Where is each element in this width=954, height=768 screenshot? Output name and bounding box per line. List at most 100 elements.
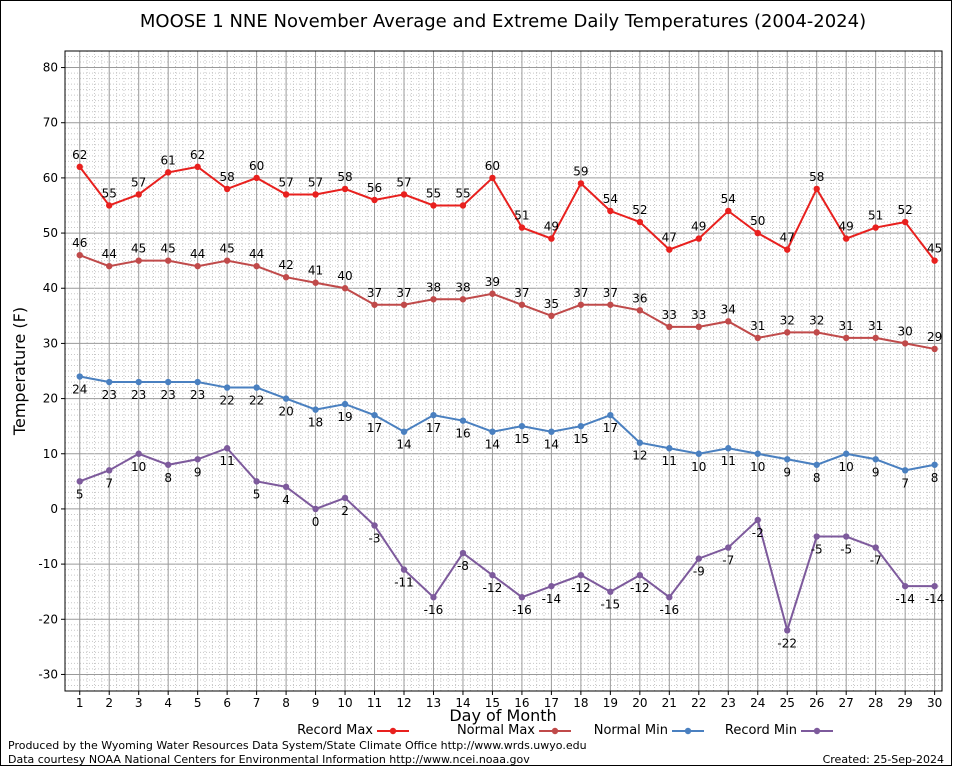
data-label: 4 (282, 493, 290, 507)
data-label: 47 (780, 231, 795, 245)
data-label: 57 (308, 175, 323, 189)
data-label: 62 (72, 148, 87, 162)
data-label: 40 (337, 269, 352, 283)
x-tick-label: 24 (750, 696, 765, 710)
y-tick-label: 10 (43, 447, 58, 461)
data-point (371, 522, 378, 529)
data-label: 58 (219, 170, 234, 184)
data-label: -14 (925, 592, 945, 606)
data-point (106, 202, 113, 209)
data-point (636, 307, 644, 314)
data-label: 31 (839, 319, 854, 333)
footer-produced: Produced by the Wyoming Water Resources … (8, 739, 587, 752)
x-tick-label: 2 (105, 696, 113, 710)
data-point (931, 461, 938, 468)
data-label: 55 (455, 186, 470, 200)
data-label: 55 (102, 186, 117, 200)
data-point (842, 533, 850, 540)
x-tick-label: 21 (662, 696, 677, 710)
data-label: -14 (542, 592, 562, 606)
data-point (666, 445, 673, 452)
data-point (813, 533, 820, 540)
data-label: 11 (721, 454, 736, 468)
data-point (784, 329, 791, 336)
data-label: 22 (219, 394, 234, 408)
data-label: -16 (660, 603, 680, 617)
data-point (872, 334, 879, 342)
data-label: 50 (750, 214, 765, 228)
data-point (872, 456, 879, 463)
data-point (430, 411, 437, 419)
series-record-min: 5 7 10 8 9 11 5 4 0 2 -3 -11 -16 -8 -12 -16 -14 -12 -15 -12… (76, 445, 945, 650)
series-line (79, 447, 935, 634)
data-point (164, 257, 172, 264)
x-tick-label: 9 (312, 696, 320, 710)
series-line (78, 165, 936, 262)
data-label: -7 (870, 554, 882, 568)
data-label: 44 (102, 247, 117, 261)
data-point (518, 224, 526, 231)
footer-courtesy: Data courtesy NOAA National Centers for … (8, 753, 530, 766)
data-label: 7 (901, 476, 909, 490)
y-tick-label: 70 (43, 116, 58, 130)
data-label: 0 (312, 515, 320, 529)
data-point (459, 549, 467, 557)
x-tick-label: 11 (367, 696, 382, 710)
data-point (106, 262, 113, 270)
y-axis-ticks: -30 -20 -10 0 10 20 30 40 50 60 70 80 (38, 61, 65, 681)
data-point (164, 169, 172, 176)
data-point (754, 516, 761, 524)
data-label: 60 (249, 159, 264, 173)
footer-created: Created: 25-Sep-2024 (823, 753, 944, 766)
data-label: 10 (131, 460, 146, 474)
x-tick-label: 1 (76, 696, 84, 710)
data-point (518, 422, 526, 430)
data-label: 45 (219, 242, 234, 256)
data-label: -15 (601, 598, 621, 612)
data-label: 5 (253, 487, 261, 501)
data-label: -12 (483, 581, 503, 595)
data-point (282, 395, 290, 402)
data-point (489, 290, 496, 297)
data-label: 8 (164, 471, 172, 485)
legend-swatch-marker (684, 727, 692, 735)
data-point (400, 566, 408, 573)
data-label: 49 (691, 220, 706, 234)
data-label: 37 (514, 286, 529, 300)
data-label: -16 (424, 603, 444, 617)
data-point (577, 301, 585, 308)
data-label: 9 (872, 465, 880, 479)
data-point (194, 378, 201, 386)
data-point (872, 544, 879, 551)
data-point (341, 400, 349, 408)
data-point (813, 461, 820, 468)
data-point (548, 312, 555, 320)
data-point (607, 301, 614, 308)
data-point (371, 301, 378, 308)
data-label: 14 (485, 438, 500, 452)
data-point (430, 594, 437, 601)
data-point (400, 301, 408, 308)
data-label: 44 (249, 247, 264, 261)
grid (65, 51, 943, 691)
data-label: 51 (868, 209, 883, 223)
data-label: 23 (131, 388, 146, 402)
data-label: 23 (190, 388, 205, 402)
data-point (518, 301, 526, 308)
x-axis-ticks: 1 2 3 4 5 6 7 8 9 10 11 12 13 14 15 16 17 18 19 20 21 22 23 24 2… (76, 691, 942, 710)
data-point (135, 450, 142, 457)
data-point (577, 422, 585, 430)
data-point (282, 274, 290, 281)
data-point (931, 345, 938, 353)
data-point (76, 373, 83, 380)
data-point (282, 191, 290, 198)
x-tick-label: 10 (337, 696, 352, 710)
legend-item-record-max: Record Max (297, 723, 409, 738)
data-label: 36 (632, 291, 647, 305)
data-point (754, 229, 761, 237)
data-point (430, 202, 437, 209)
data-point (518, 594, 526, 601)
data-label: 37 (367, 286, 382, 300)
y-tick-label: 20 (43, 392, 58, 406)
